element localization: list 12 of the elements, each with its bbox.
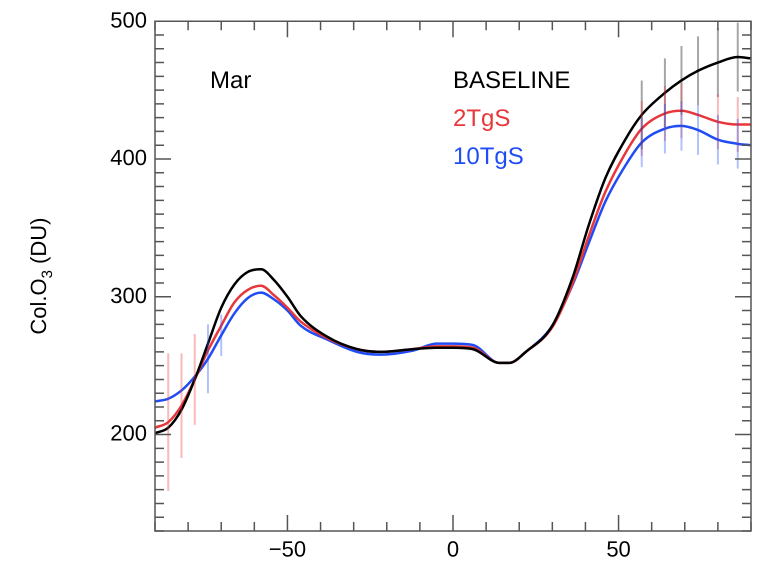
text: BASELINE xyxy=(453,66,570,94)
x-tick-label: −50 xyxy=(268,536,306,562)
y-tick-label: 300 xyxy=(110,282,147,308)
x-tick-label: 0 xyxy=(446,536,460,562)
text: 10TgS xyxy=(453,142,524,170)
y-tick-label: 200 xyxy=(110,420,147,446)
y-axis-title: Col.O3 (DU) xyxy=(26,218,56,335)
x-tick-label: 50 xyxy=(606,536,631,562)
y-tick-label: 400 xyxy=(110,145,147,170)
y-tick-label: 500 xyxy=(110,7,147,32)
text: 2TgS xyxy=(453,104,510,132)
annotation: Mar xyxy=(210,66,252,94)
